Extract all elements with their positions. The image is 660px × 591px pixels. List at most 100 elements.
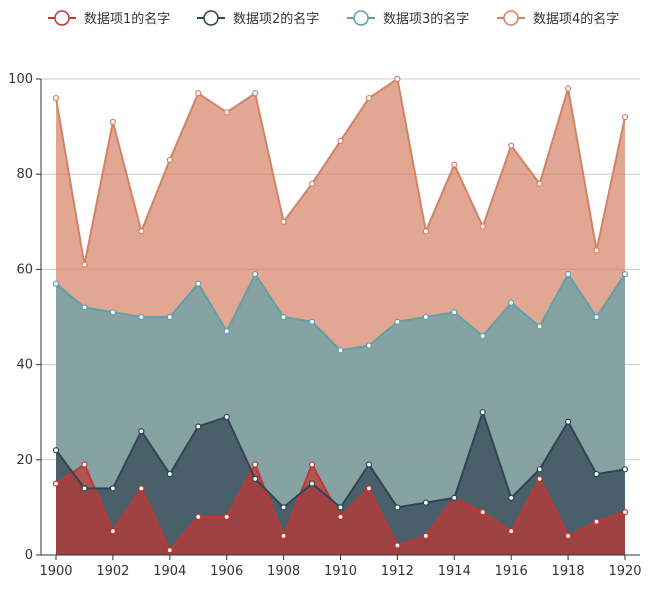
legend-label-4: 数据项4的名字 — [533, 11, 619, 27]
legend-item-3[interactable]: 数据项3的名字 — [347, 10, 469, 27]
point-series-1-1902[interactable] — [109, 528, 117, 535]
legend-item-2[interactable]: 数据项2的名字 — [197, 10, 319, 27]
point-series-2-1915[interactable] — [479, 409, 486, 416]
point-series-3-1904[interactable] — [166, 313, 173, 321]
point-series-3-1916[interactable] — [508, 299, 515, 306]
point-series-1-1904[interactable] — [166, 547, 173, 554]
point-series-2-1914[interactable] — [451, 494, 458, 501]
point-series-1-1912[interactable] — [394, 542, 401, 549]
y-tick-label-60: 60 — [16, 262, 33, 277]
point-series-1-1908[interactable] — [280, 532, 287, 540]
point-series-1-1907[interactable] — [252, 461, 259, 468]
axis-layer: 0 20 40 60 80 100 1900 1902 1904 1906 1908 1910 1912… — [8, 72, 641, 579]
point-series-3-1920[interactable] — [621, 271, 629, 278]
point-series-1-1916[interactable] — [508, 528, 515, 535]
legend-item-4[interactable]: 数据项4的名字 — [497, 10, 619, 27]
point-series-4-1910[interactable] — [337, 137, 344, 144]
point-series-4-1920[interactable] — [621, 113, 629, 121]
point-series-1-1918[interactable] — [564, 532, 572, 540]
point-series-2-1909[interactable] — [308, 480, 316, 487]
point-series-4-1906[interactable] — [223, 109, 230, 116]
point-series-1-1901[interactable] — [81, 461, 88, 468]
point-series-1-1910[interactable] — [337, 513, 344, 521]
x-tick-label-1902: 1902 — [96, 564, 129, 579]
point-series-3-1914[interactable] — [451, 309, 458, 316]
point-series-3-1913[interactable] — [422, 313, 429, 321]
point-series-2-1906[interactable] — [223, 413, 230, 421]
legend-label-1: 数据项1的名字 — [84, 11, 170, 27]
point-series-1-1919[interactable] — [593, 518, 600, 525]
point-series-3-1906[interactable] — [223, 328, 230, 335]
point-series-2-1920[interactable] — [621, 466, 629, 473]
point-series-3-1900[interactable] — [52, 280, 60, 287]
point-series-1-1906[interactable] — [223, 513, 230, 521]
point-series-1-1903[interactable] — [138, 485, 145, 492]
point-series-3-1907[interactable] — [252, 271, 259, 278]
point-series-4-1917[interactable] — [536, 180, 543, 187]
point-series-1-1917[interactable] — [536, 475, 543, 482]
point-series-2-1918[interactable] — [564, 418, 572, 425]
point-series-3-1915[interactable] — [479, 332, 486, 340]
point-series-4-1902[interactable] — [109, 118, 117, 125]
point-series-1-1913[interactable] — [422, 532, 429, 540]
point-series-2-1917[interactable] — [536, 466, 543, 473]
legend-item-1[interactable]: 数据项1的名字 — [48, 10, 170, 27]
point-series-3-1919[interactable] — [593, 313, 600, 321]
point-series-4-1903[interactable] — [138, 228, 145, 235]
point-series-3-1910[interactable] — [337, 347, 344, 354]
point-series-4-1919[interactable] — [593, 247, 600, 254]
point-series-3-1911[interactable] — [365, 342, 373, 349]
point-series-4-1904[interactable] — [166, 156, 173, 164]
point-series-2-1902[interactable] — [109, 485, 117, 492]
point-series-4-1912[interactable] — [394, 75, 401, 83]
x-tick-label-1910: 1910 — [324, 564, 357, 579]
legend-marker-2 — [203, 10, 219, 26]
point-series-4-1918[interactable] — [564, 85, 572, 92]
x-tick-label-1916: 1916 — [495, 564, 528, 579]
point-series-4-1901[interactable] — [81, 261, 88, 268]
point-series-3-1903[interactable] — [138, 313, 145, 321]
point-series-3-1901[interactable] — [81, 304, 88, 311]
point-series-2-1905[interactable] — [195, 423, 202, 430]
point-series-2-1904[interactable] — [166, 470, 173, 478]
point-series-1-1909[interactable] — [308, 461, 316, 468]
x-tick-label-1908: 1908 — [267, 564, 300, 579]
point-series-3-1902[interactable] — [109, 309, 117, 316]
point-series-2-1913[interactable] — [422, 499, 429, 506]
point-series-2-1912[interactable] — [394, 504, 401, 511]
point-series-4-1907[interactable] — [252, 90, 259, 97]
point-series-2-1907[interactable] — [252, 475, 259, 482]
point-series-2-1910[interactable] — [337, 504, 344, 511]
point-series-4-1913[interactable] — [422, 228, 429, 235]
legend-marker-4 — [503, 10, 519, 26]
point-series-1-1920[interactable] — [621, 509, 629, 516]
point-series-1-1900[interactable] — [52, 480, 60, 487]
point-series-3-1917[interactable] — [536, 323, 543, 330]
point-series-4-1905[interactable] — [195, 90, 202, 97]
point-series-2-1903[interactable] — [138, 428, 145, 435]
point-series-4-1909[interactable] — [308, 180, 316, 187]
point-series-1-1911[interactable] — [365, 485, 373, 492]
point-series-4-1915[interactable] — [479, 223, 486, 230]
point-series-2-1911[interactable] — [365, 461, 373, 468]
point-series-2-1916[interactable] — [508, 494, 515, 501]
y-tick-label-80: 80 — [16, 167, 33, 182]
point-series-3-1908[interactable] — [280, 313, 287, 321]
point-series-4-1900[interactable] — [52, 94, 60, 102]
point-series-2-1900[interactable] — [52, 447, 60, 454]
point-series-3-1912[interactable] — [394, 318, 401, 325]
point-series-4-1911[interactable] — [365, 94, 373, 102]
point-series-1-1915[interactable] — [479, 509, 486, 516]
point-series-2-1908[interactable] — [280, 504, 287, 511]
point-series-3-1905[interactable] — [195, 280, 202, 287]
point-series-4-1908[interactable] — [280, 218, 287, 225]
point-series-4-1914[interactable] — [451, 161, 458, 168]
point-series-2-1919[interactable] — [593, 470, 600, 478]
point-series-3-1918[interactable] — [564, 271, 572, 278]
point-series-2-1901[interactable] — [81, 485, 88, 492]
legend[interactable]: 数据项1的名字 数据项2的名字 数据项3的名字 数据项4的名字 — [48, 10, 619, 27]
point-series-4-1916[interactable] — [508, 142, 515, 149]
point-series-1-1905[interactable] — [195, 513, 202, 521]
point-series-3-1909[interactable] — [308, 318, 316, 325]
